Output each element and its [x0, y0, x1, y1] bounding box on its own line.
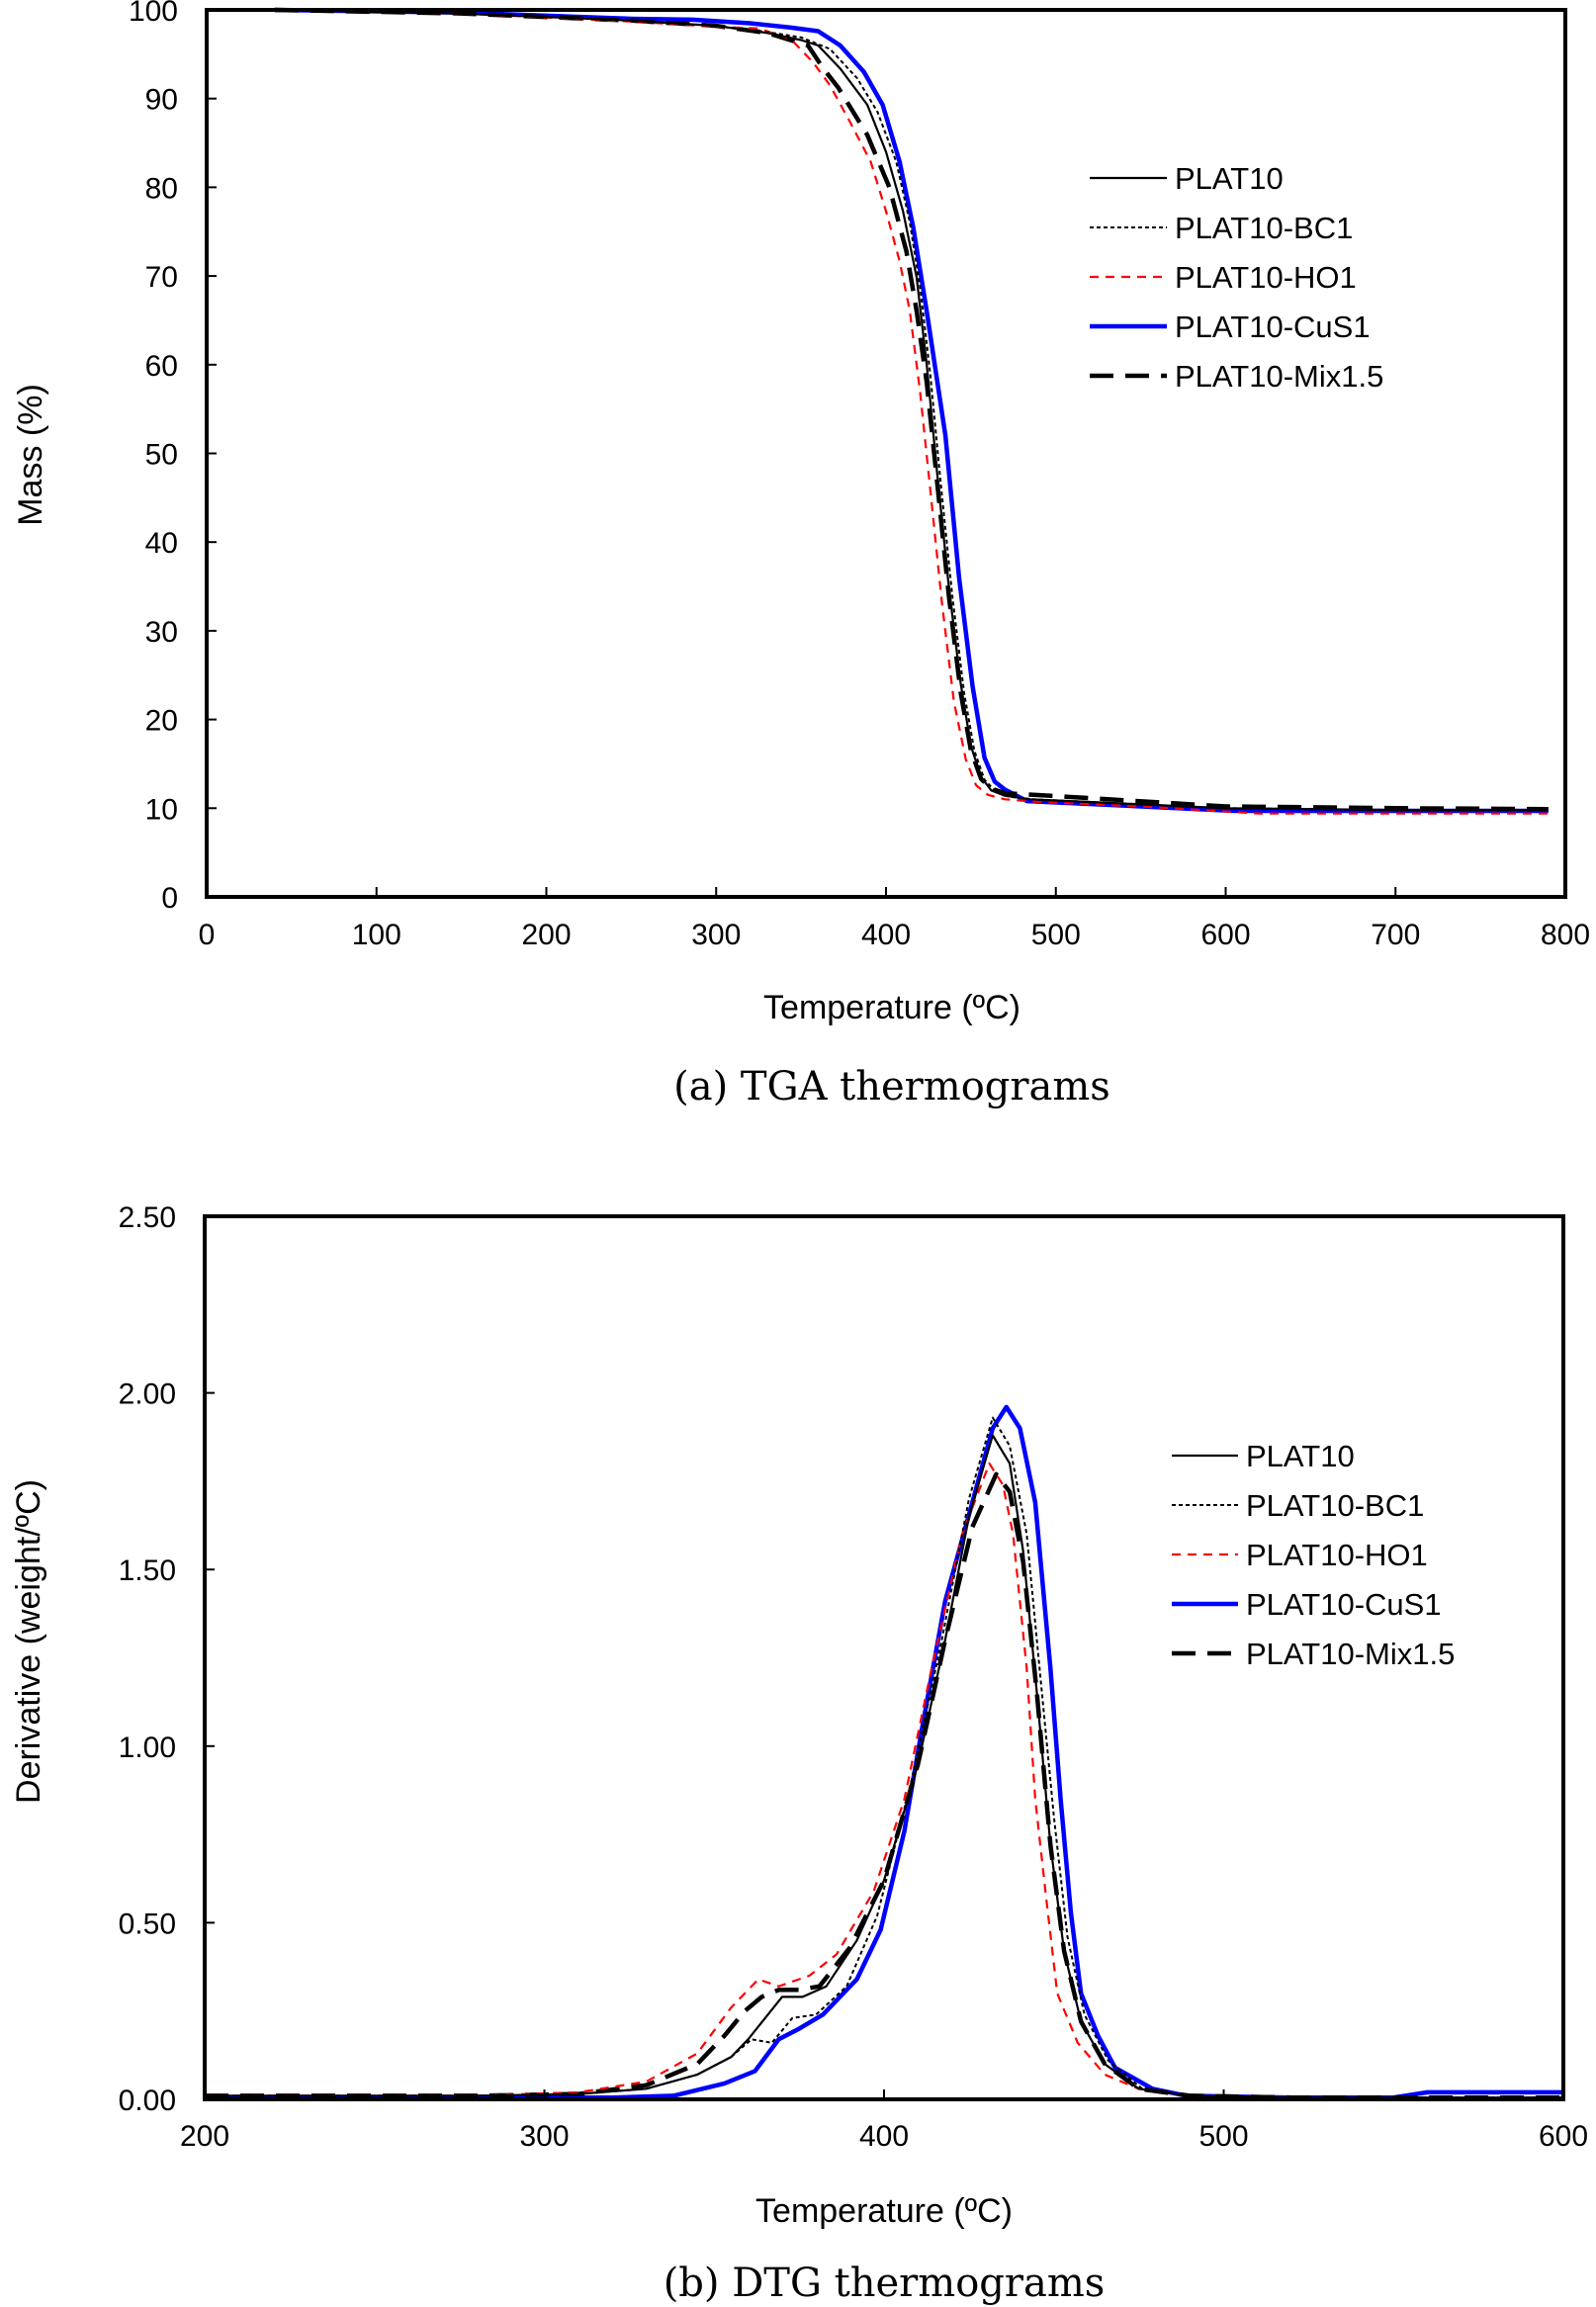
legend-label: PLAT10-BC1 [1246, 1488, 1424, 1523]
legend-label: PLAT10-CuS1 [1175, 310, 1371, 344]
tga-y-tick-label: 70 [145, 261, 178, 294]
tga-y-tick-label: 10 [145, 793, 178, 826]
tga-plot-frame [205, 8, 1567, 899]
tga-legend-item-plat10: PLAT10 [1090, 161, 1284, 196]
legend-label: PLAT10-CuS1 [1246, 1587, 1442, 1622]
tga-y-tick-label: 50 [145, 439, 178, 472]
dtg-x-tick-label: 400 [859, 2120, 909, 2153]
tga-legend: PLAT10 PLAT10-BC1 PLAT10-HO1 PLAT10-CuS1 PLA… [1090, 161, 1383, 394]
tga-series-plat10-cus1 [274, 7, 1549, 814]
dtg-chart: 200 300 400 500 6000.000.501.001.502.002.50 … [10, 1201, 1588, 2306]
tga-ticks-layer: 0 100 200 300 400 500 600 700 800 0 10 20 30 40 50 60 70… [129, 0, 1590, 951]
tga-series-plat10-bc1 [274, 9, 1549, 812]
dtg-legend-item-plat10-mix1-5: PLAT10-Mix1.5 [1172, 1637, 1455, 1671]
dtg-x-tick-label: 200 [180, 2120, 229, 2153]
tga-x-tick-label: 600 [1200, 919, 1250, 951]
dtg-ticks-layer: 200 300 400 500 600 0.00 0.50 1.00 1.50 2.00 2.50 [119, 1201, 1588, 2153]
legend-label: PLAT10-HO1 [1246, 1538, 1428, 1572]
dtg-series-plat10-mix1-5 [205, 1471, 1563, 2100]
tga-x-tick-label: 300 [691, 919, 741, 951]
tga-y-tick-label: 80 [145, 172, 178, 205]
legend-label: PLAT10-BC1 [1175, 211, 1353, 245]
dtg-y-tick-label: 0.00 [119, 2085, 176, 2117]
tga-x-tick-label: 200 [521, 919, 571, 951]
dtg-y-tick-label: 2.00 [119, 1378, 176, 1411]
tga-series-plat10-mix1-5 [274, 7, 1549, 812]
dtg-x-tick-label: 300 [519, 2120, 569, 2153]
tga-y-tick-label: 30 [145, 616, 178, 649]
legend-label: PLAT10-Mix1.5 [1175, 359, 1383, 394]
dtg-caption: (b) DTG thermograms [664, 2261, 1106, 2306]
tga-legend-item-plat10-mix1-5: PLAT10-Mix1.5 [1090, 359, 1383, 394]
tga-y-tick-label: 20 [145, 705, 178, 738]
tga-y-tick-label: 60 [145, 350, 178, 383]
legend-label: PLAT10 [1175, 161, 1284, 196]
dtg-x-tick-label: 500 [1198, 2120, 1248, 2153]
dtg-legend-item-plat10-ho1: PLAT10-HO1 [1172, 1538, 1428, 1572]
tga-x-tick-label: 0 [199, 919, 216, 951]
tga-series-layer [274, 7, 1549, 815]
tga-y-tick-label: 40 [145, 527, 178, 560]
dtg-legend-item-plat10-bc1: PLAT10-BC1 [1172, 1488, 1424, 1523]
tga-x-tick-label: 100 [352, 919, 401, 951]
dtg-y-tick-label: 0.50 [119, 1908, 176, 1940]
dtg-legend: PLAT10 PLAT10-BC1 PLAT10-HO1 PLAT10-CuS1 PLA… [1172, 1439, 1455, 1671]
tga-y-tick-label: 100 [129, 0, 178, 28]
legend-label: PLAT10-HO1 [1175, 260, 1357, 295]
tga-y-tick-label: 90 [145, 84, 178, 117]
dtg-legend-item-plat10: PLAT10 [1172, 1439, 1355, 1473]
dtg-series-layer [205, 1404, 1563, 2100]
dtg-series-plat10 [205, 1434, 1563, 2099]
dtg-x-tick-label: 600 [1539, 2120, 1588, 2153]
tga-y-tick-label: 0 [161, 882, 178, 915]
legend-label: PLAT10 [1246, 1439, 1355, 1473]
dtg-legend-item-plat10-cus1: PLAT10-CuS1 [1172, 1587, 1442, 1622]
tga-x-tick-label: 800 [1541, 919, 1590, 951]
tga-caption: (a) TGA thermograms [673, 1064, 1110, 1109]
tga-legend-item-plat10-ho1: PLAT10-HO1 [1090, 260, 1357, 295]
legend-label: PLAT10-Mix1.5 [1246, 1637, 1455, 1671]
tga-x-tick-label: 400 [861, 919, 911, 951]
tga-y-axis-title: Mass (%) [12, 384, 49, 526]
tga-series-plat10 [274, 8, 1549, 812]
tga-x-tick-label: 500 [1031, 919, 1081, 951]
tga-legend-item-plat10-cus1: PLAT10-CuS1 [1090, 310, 1371, 344]
dtg-series-plat10-ho1 [205, 1462, 1563, 2099]
dtg-y-axis-title: Derivative (weight/ºC) [10, 1479, 47, 1804]
dtg-y-tick-label: 2.50 [119, 1201, 176, 1234]
tga-chart: 0 100 200 300 400 500 600 700 800 0 10 20 30 40 50 60 70… [12, 0, 1590, 1109]
dtg-x-axis-title: Temperature (ºC) [755, 2192, 1013, 2230]
tga-legend-item-plat10-bc1: PLAT10-BC1 [1090, 211, 1353, 245]
tga-x-tick-label: 700 [1371, 919, 1420, 951]
tga-series-plat10-ho1 [274, 8, 1549, 815]
dtg-y-tick-label: 1.00 [119, 1731, 176, 1764]
tga-x-axis-title: Temperature (ºC) [763, 989, 1020, 1026]
dtg-y-tick-label: 1.50 [119, 1554, 176, 1587]
